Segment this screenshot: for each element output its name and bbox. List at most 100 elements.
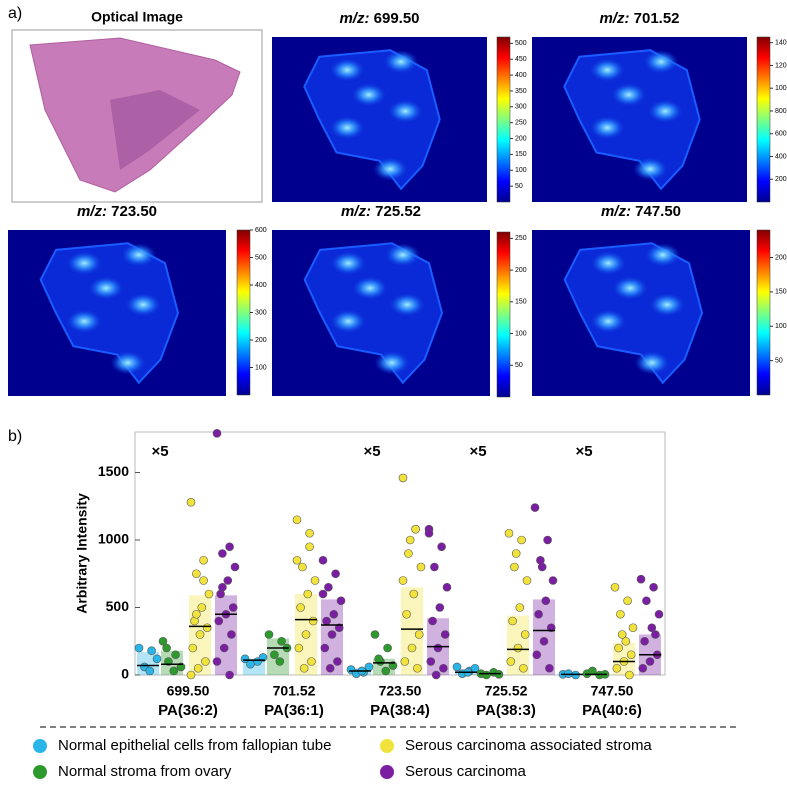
image-title: m/z: 747.50 <box>601 203 681 220</box>
heatmap-hotspot <box>351 83 386 107</box>
colorbar-tick-label: 400 <box>775 153 787 160</box>
colorbar-tick-label: 1000 <box>775 85 787 92</box>
data-point <box>383 643 392 653</box>
y-tick-label: 1500 <box>98 463 129 479</box>
heatmap-hotspot <box>388 99 423 123</box>
data-point <box>431 670 441 680</box>
data-point <box>214 616 224 626</box>
mz-label: m/z: <box>341 203 371 220</box>
heatmap-hotspot <box>110 351 146 375</box>
colorbar-tick-label: 450 <box>515 56 527 63</box>
colorbar-tick-label: 250 <box>515 120 527 127</box>
data-point <box>400 657 410 666</box>
colorbar-tick-label: 100 <box>775 323 787 330</box>
colorbar-tick-label: 250 <box>515 235 527 242</box>
colorbar-tick-label: 100 <box>515 330 527 337</box>
data-point <box>186 497 196 507</box>
data-point <box>612 663 622 673</box>
data-point <box>442 582 452 592</box>
x-tick-sublabel: PA(38:4) <box>370 702 430 719</box>
data-point <box>169 666 179 676</box>
data-point <box>307 657 316 666</box>
x-tick-label: 725.52 <box>485 683 528 699</box>
image-title: Optical Image <box>91 9 183 25</box>
data-point <box>506 657 516 666</box>
legend-marker <box>380 739 394 753</box>
data-point <box>409 589 419 599</box>
mz-label: m/z: <box>77 203 107 220</box>
legend-marker <box>33 765 47 779</box>
colorbar-tick-label: 500 <box>255 254 267 261</box>
data-point <box>310 576 320 585</box>
data-point <box>640 636 649 646</box>
data-point <box>305 542 314 552</box>
data-point <box>225 542 234 552</box>
data-point <box>134 643 144 653</box>
data-point <box>298 562 307 572</box>
mz-value: 747.50 <box>635 203 681 220</box>
colorbar-tick-label: 200 <box>775 254 787 261</box>
image-title: m/z: 701.52 <box>599 10 679 27</box>
data-point <box>264 630 274 639</box>
data-point <box>308 616 318 626</box>
data-point <box>398 576 408 585</box>
multiplier-note: ×5 <box>363 443 380 460</box>
heatmap-hotspot <box>385 243 421 267</box>
mz-value: 701.52 <box>634 10 680 27</box>
data-point <box>623 596 632 606</box>
data-point <box>201 657 210 666</box>
data-point <box>381 666 391 676</box>
data-point <box>414 630 424 639</box>
image-title: m/z: 699.50 <box>339 10 419 27</box>
data-point <box>545 663 554 673</box>
data-point <box>202 623 212 633</box>
heatmap-hotspot <box>330 116 365 140</box>
data-point <box>439 663 448 673</box>
heatmap-hotspot <box>125 293 161 317</box>
heatmap-hotspot <box>383 50 419 74</box>
y-tick-label: 1000 <box>98 531 129 547</box>
data-point <box>424 528 434 538</box>
data-point <box>519 663 528 673</box>
data-point <box>610 582 620 592</box>
colorbar-tick-label: 200 <box>515 135 527 142</box>
x-tick-sublabel: PA(38:3) <box>476 702 536 719</box>
data-point <box>522 576 532 585</box>
data-point <box>320 643 330 653</box>
data-point <box>537 562 547 572</box>
data-point <box>515 603 525 612</box>
data-point <box>230 562 240 572</box>
plot-frame <box>134 431 666 676</box>
colorbar <box>496 36 511 203</box>
data-point <box>426 657 436 666</box>
heatmap-hotspot <box>88 276 124 300</box>
heatmap-hotspot <box>389 293 425 317</box>
colorbar-tick-label: 200 <box>775 176 787 183</box>
heatmap-hotspot <box>648 99 683 123</box>
heatmap-hotspot <box>611 83 646 107</box>
heatmap-hotspot <box>66 309 102 333</box>
data-point <box>628 623 638 633</box>
colorbar-tick-label: 50 <box>515 362 523 369</box>
data-point <box>333 657 342 666</box>
data-point <box>331 569 340 579</box>
data-point <box>218 582 227 592</box>
data-point <box>413 663 422 673</box>
data-point <box>645 657 655 666</box>
data-point <box>636 574 646 584</box>
x-tick-label: 699.50 <box>167 683 210 699</box>
x-tick-sublabel: PA(36:2) <box>158 702 218 719</box>
colorbar-tick-label: 600 <box>255 227 267 234</box>
data-point <box>270 650 279 660</box>
data-point <box>638 663 648 673</box>
data-point <box>192 609 201 619</box>
mz-value: 725.52 <box>375 203 421 220</box>
colorbar-tick-label: 50 <box>775 357 783 364</box>
mz-label: m/z: <box>339 10 369 27</box>
data-point <box>218 549 227 558</box>
colorbar-tick-label: 1200 <box>775 62 787 69</box>
data-point <box>510 562 519 572</box>
data-point <box>482 670 491 680</box>
data-point <box>152 654 162 664</box>
